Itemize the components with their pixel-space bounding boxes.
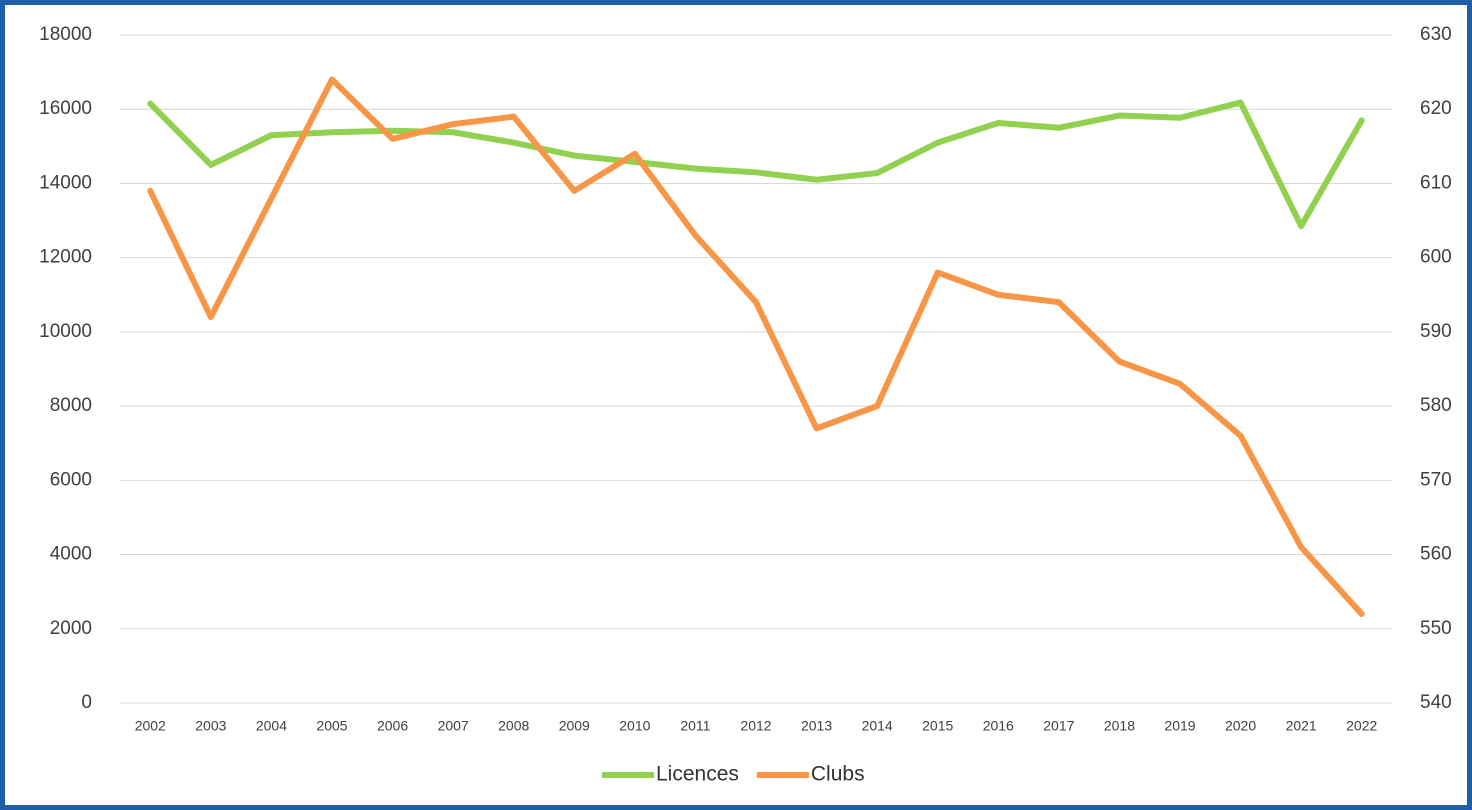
x-tick-label: 2007 <box>438 718 469 734</box>
x-tick-label: 2002 <box>135 718 166 734</box>
series-line <box>147 99 1365 230</box>
y-tick-label: 2000 <box>50 618 92 639</box>
y2-tick-label: 550 <box>1420 618 1452 639</box>
x-tick-label: 2020 <box>1225 718 1256 734</box>
x-tick-label: 2013 <box>801 718 832 734</box>
x-tick-label: 2003 <box>195 718 226 734</box>
x-tick-label: 2004 <box>256 718 287 734</box>
y-tick-label: 12000 <box>39 247 92 268</box>
y2-tick-label: 610 <box>1420 172 1452 193</box>
x-tick-label: 2017 <box>1043 718 1074 734</box>
y-tick-label: 16000 <box>39 98 92 119</box>
y2-tick-label: 560 <box>1420 544 1452 565</box>
y2-tick-label: 590 <box>1420 321 1452 342</box>
x-tick-label: 2016 <box>983 718 1014 734</box>
y-tick-label: 10000 <box>39 321 92 342</box>
x-tick-label: 2021 <box>1286 718 1317 734</box>
x-tick-label: 2009 <box>559 718 590 734</box>
x-tick-label: 2012 <box>740 718 771 734</box>
legend-label: Licences <box>656 763 739 786</box>
x-tick-label: 2011 <box>680 718 710 734</box>
y-tick-label: 14000 <box>39 172 92 193</box>
y2-tick-label: 580 <box>1420 395 1452 416</box>
x-tick-label: 2008 <box>498 718 529 734</box>
y2-tick-label: 570 <box>1420 469 1452 490</box>
x-tick-label: 2005 <box>316 718 347 734</box>
y-tick-label: 6000 <box>50 469 92 490</box>
y2-tick-label: 620 <box>1420 98 1452 119</box>
series-line <box>147 76 1365 617</box>
x-tick-label: 2022 <box>1346 718 1377 734</box>
x-tick-label: 2014 <box>862 718 893 734</box>
x-tick-label: 2019 <box>1164 718 1195 734</box>
x-tick-label: 2015 <box>922 718 953 734</box>
y2-tick-label: 630 <box>1420 24 1452 45</box>
y-tick-label: 8000 <box>50 395 92 416</box>
x-tick-label: 2010 <box>619 718 650 734</box>
y-tick-label: 4000 <box>50 544 92 565</box>
y2-tick-label: 540 <box>1420 692 1452 713</box>
x-tick-label: 2006 <box>377 718 408 734</box>
y-tick-label: 18000 <box>39 24 92 45</box>
y-tick-label: 0 <box>81 692 92 713</box>
legend-label: Clubs <box>811 763 865 786</box>
x-tick-label: 2018 <box>1104 718 1135 734</box>
y2-tick-label: 600 <box>1420 247 1452 268</box>
